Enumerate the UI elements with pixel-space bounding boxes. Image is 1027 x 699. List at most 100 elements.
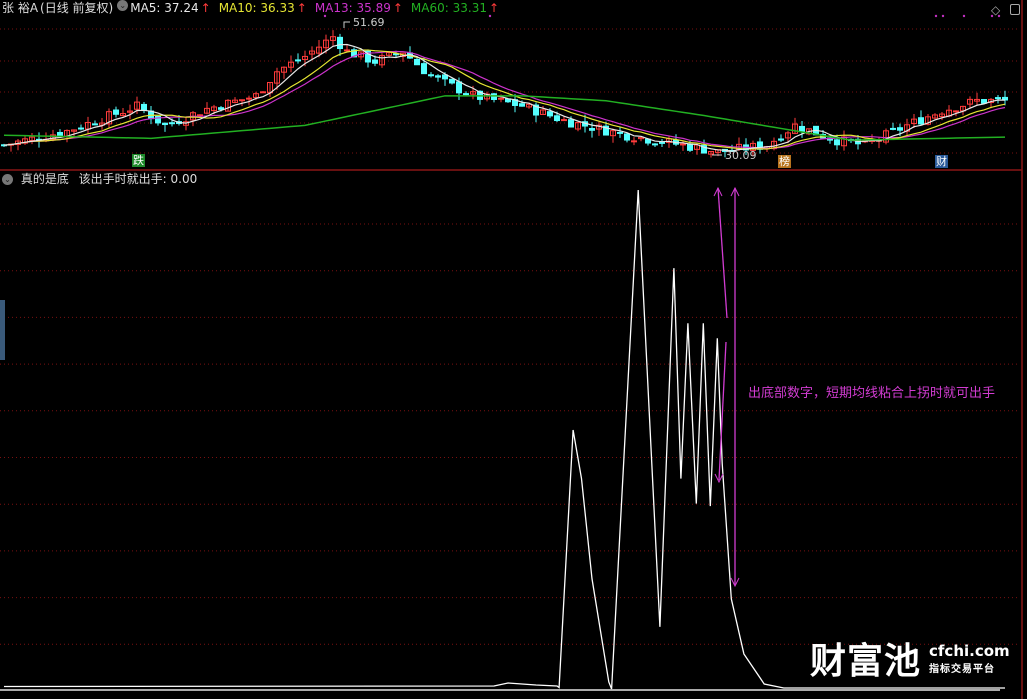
candle-body: [498, 97, 504, 100]
watermark-brand: 财富池: [810, 641, 922, 682]
period-label: (日线 前复权): [40, 1, 114, 15]
candle-body: [414, 58, 420, 66]
candle-body: [540, 109, 546, 115]
up-arrow-icon: ↑: [488, 1, 500, 15]
candle-body: [463, 93, 469, 96]
candle-body: [71, 129, 77, 132]
marker-dot: [997, 14, 1001, 18]
candle-body: [638, 136, 644, 140]
marker-dot: [941, 14, 945, 18]
candle-body: [204, 107, 210, 114]
signal-tag: 榜: [778, 155, 791, 168]
arrow-head-down-icon: [730, 577, 740, 588]
candle-body: [708, 151, 714, 155]
candle-body: [981, 99, 987, 104]
marker-dot: [934, 14, 938, 18]
candle-body: [533, 104, 539, 116]
candle-body: [547, 111, 553, 117]
candle-body: [302, 55, 308, 61]
candle-body: [106, 111, 112, 125]
candle-body: [344, 49, 350, 52]
candle-body: [225, 99, 231, 112]
candle-body: [449, 78, 455, 84]
candle-body: [92, 123, 98, 126]
ma5-value: MA5: 37.24: [130, 1, 199, 15]
candle-body: [169, 122, 175, 125]
candle-body: [456, 81, 462, 94]
candle-body: [883, 130, 889, 143]
candle-body: [337, 36, 343, 50]
candle-body: [365, 50, 371, 63]
candle-body: [435, 75, 441, 78]
diamond-icon[interactable]: ◇: [991, 3, 1001, 17]
candle-body: [162, 122, 168, 126]
candle-body: [687, 143, 693, 151]
candle-body: [785, 132, 791, 139]
ma10-line: [3, 49, 1006, 150]
candle-body: [218, 107, 224, 110]
low-price-label: 30.09: [725, 149, 757, 162]
ma60-value: MA60: 33.31: [410, 1, 487, 15]
candle-body: [253, 93, 259, 98]
candle-body: [624, 133, 630, 141]
candle-body: [232, 99, 238, 103]
candle-body: [834, 139, 840, 146]
candle-body: [295, 59, 301, 62]
candle-body: [141, 103, 147, 112]
candle-body: [792, 123, 798, 134]
candle-body: [260, 91, 266, 94]
candle-body: [925, 116, 931, 125]
price-panel-header: 张 裕A (日线 前复权) ⌄ MA5: 37.24 ↑ MA10: 36.33 ↑…: [2, 0, 501, 16]
candle-body: [22, 138, 28, 144]
candle-body: [372, 59, 378, 64]
watermark-logo: 财富池 cfchi.com 指标交易平台: [810, 632, 1010, 684]
up-arrow-icon: ↑: [200, 1, 211, 15]
candle-body: [617, 131, 623, 134]
candle-body: [127, 110, 133, 113]
candle-body: [911, 118, 917, 125]
candle-body: [701, 144, 707, 154]
candle-body: [680, 143, 686, 146]
candle-body: [932, 114, 938, 119]
candle-body: [561, 119, 567, 122]
marker-dot: [990, 14, 994, 18]
watermark-domain: cfchi.com: [929, 641, 1010, 660]
candle-body: [974, 98, 980, 102]
collapse-circle-icon[interactable]: ⌄: [2, 174, 13, 185]
panel-scrollbar[interactable]: [0, 300, 5, 360]
candle-body: [78, 127, 84, 130]
annotation-arrow-line: [717, 187, 728, 319]
candle-body: [379, 55, 385, 66]
candle-body: [995, 97, 1001, 100]
annotation-text: 出底部数字，短期均线粘合上拐时就可出手: [748, 386, 996, 401]
up-arrow-icon: ↑: [296, 1, 307, 15]
candle-body: [841, 136, 847, 147]
candle-body: [778, 138, 784, 141]
collapse-circle-icon[interactable]: ⌄: [117, 0, 129, 11]
candle-body: [155, 115, 161, 124]
candle-body: [652, 143, 658, 146]
ma13-value: MA13: 35.89: [314, 1, 391, 15]
candle-body: [470, 91, 476, 95]
window-toggle-icon[interactable]: [1010, 4, 1020, 15]
candle-body: [274, 71, 280, 84]
candle-body: [659, 141, 665, 144]
candle-body: [113, 109, 119, 115]
up-arrow-icon: ↑: [392, 1, 403, 15]
high-price-label: 51.69: [353, 16, 385, 29]
candle-body: [330, 36, 336, 41]
candle-body: [967, 98, 973, 105]
indicator-formula: 该出手时就出手: 0.00: [78, 172, 198, 186]
candle-body: [442, 74, 448, 80]
marker-dot: [488, 14, 492, 18]
candle-body: [211, 106, 217, 112]
ma60-line: [3, 95, 1006, 141]
marker-dot: [962, 14, 966, 18]
indicator-panel-header: ⌄ 真的是底 该出手时就出手: 0.00: [2, 171, 197, 187]
candle-body: [351, 49, 357, 58]
candle-body: [589, 127, 595, 131]
candle-body: [29, 136, 35, 141]
candle-body: [568, 119, 574, 128]
candle-body: [246, 97, 252, 100]
